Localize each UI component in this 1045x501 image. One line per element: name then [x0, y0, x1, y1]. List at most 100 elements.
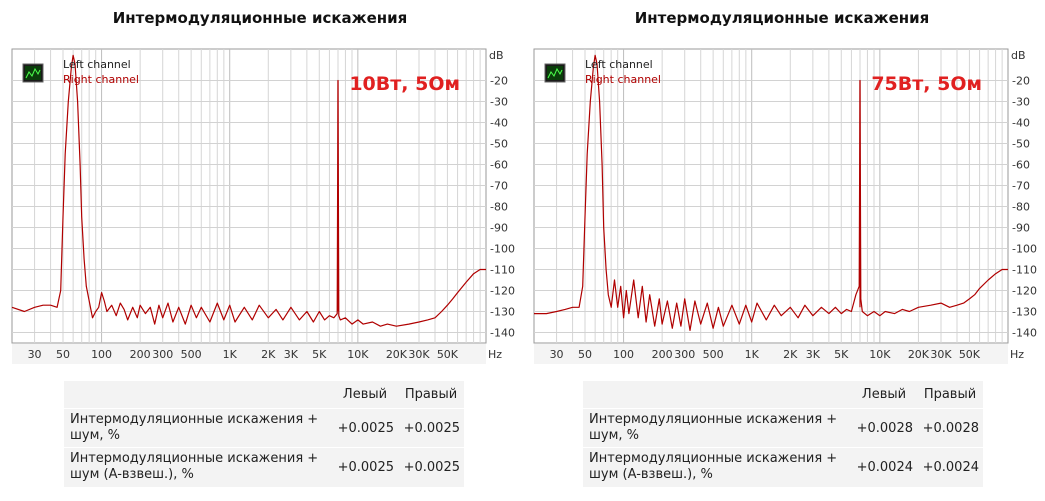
- grid: [534, 49, 1008, 343]
- x-tick-label: 300: [152, 348, 173, 361]
- left-value: +0.0024: [851, 447, 917, 487]
- right-value: +0.0025: [398, 447, 464, 487]
- x-tick-label: 1K: [223, 348, 238, 361]
- y-tick-label: -100: [490, 243, 515, 256]
- stats-table-10w: Левый Правый Интермодуляционные искажени…: [64, 381, 464, 487]
- left-value: +0.0028: [851, 408, 917, 448]
- x-tick-label: 2K: [261, 348, 276, 361]
- x-tick-label: 30: [550, 348, 564, 361]
- table-row: Интермодуляционные искажения + шум (A-вз…: [583, 447, 983, 487]
- power-load-annotation: 75Вт, 5Ом: [871, 73, 982, 95]
- analyzer-icon-trace: [25, 67, 41, 79]
- table-row: Интермодуляционные искажения + шум, % +0…: [583, 408, 983, 448]
- legend-right-channel: Right channel: [63, 73, 139, 86]
- plot-area: [11, 48, 487, 344]
- x-tick-label: 50: [56, 348, 70, 361]
- left-value: +0.0025: [332, 447, 398, 487]
- x-tick-label: 10K: [347, 348, 369, 361]
- row-label: Интермодуляционные искажения + шум, %: [64, 408, 332, 448]
- row-label: Интермодуляционные искажения + шум, %: [583, 408, 851, 448]
- col-right-header: Правый: [404, 387, 458, 402]
- y-tick-label: -70: [1012, 180, 1030, 193]
- chart-title: Интермодуляционные искажения: [634, 9, 930, 27]
- x-tick-label: 300: [674, 348, 695, 361]
- x-tick-label: 5K: [312, 348, 327, 361]
- x-tick-label: 100: [91, 348, 112, 361]
- legend-right-channel: Right channel: [585, 73, 661, 86]
- y-tick-label: -80: [490, 201, 508, 214]
- x-axis-band: [534, 344, 1008, 364]
- x-tick-label: 500: [703, 348, 724, 361]
- x-tick-label: 20K: [386, 348, 408, 361]
- x-tick-label: 30K: [930, 348, 952, 361]
- y-tick-label: -50: [490, 138, 508, 151]
- x-tick-label: 1K: [745, 348, 760, 361]
- y-tick-label: -60: [1012, 159, 1030, 172]
- chart-panel-10w: Интермодуляционные искажения -20 -30 -40 -5…: [0, 0, 520, 501]
- x-unit-label: Hz: [1010, 348, 1024, 361]
- row-label: Интермодуляционные искажения + шум (A-вз…: [583, 447, 851, 487]
- imd-chart-10w: -20 -30 -40 -50 -60 -70 -80 -90 -100 -110 -120 -130…: [11, 48, 515, 364]
- legend-left-channel: Left channel: [585, 58, 653, 71]
- y-tick-label: -50: [1012, 138, 1030, 151]
- y-unit-label: dB: [489, 49, 504, 62]
- x-tick-label: 30: [28, 348, 42, 361]
- x-tick-label: 30K: [408, 348, 430, 361]
- y-tick-label: -100: [1012, 243, 1037, 256]
- x-tick-label: 3K: [806, 348, 821, 361]
- x-tick-label: 200: [652, 348, 673, 361]
- x-tick-label: 50K: [959, 348, 981, 361]
- series-line-right-channel: [11, 54, 486, 327]
- col-right-header: Правый: [923, 387, 977, 402]
- x-tick-label: 100: [613, 348, 634, 361]
- x-tick-label: 3K: [284, 348, 299, 361]
- series-line-right-channel: [534, 54, 1008, 331]
- table-row: Интермодуляционные искажения + шум, % +0…: [64, 408, 464, 448]
- imd-chart-75w: -20 -30 -40 -50 -60 -70 -80 -90 -100 -110 -120 -130…: [533, 48, 1037, 364]
- y-tick-label: -70: [490, 180, 508, 193]
- x-axis-band: [12, 344, 486, 364]
- table-row: Интермодуляционные искажения + шум (A-вз…: [64, 447, 464, 487]
- analyzer-icon-trace: [547, 67, 563, 79]
- x-tick-label: 5K: [834, 348, 849, 361]
- left-value: +0.0025: [332, 408, 398, 448]
- x-unit-label: Hz: [488, 348, 502, 361]
- y-tick-label: -90: [1012, 222, 1030, 235]
- y-tick-label: -20: [1012, 75, 1030, 88]
- x-tick-label: 500: [181, 348, 202, 361]
- y-tick-label: -130: [490, 306, 515, 319]
- y-tick-label: -140: [490, 327, 515, 340]
- col-left-header: Левый: [342, 387, 388, 402]
- x-tick-label: 10K: [869, 348, 891, 361]
- analyzer-icon: [544, 63, 566, 83]
- y-tick-label: -130: [1012, 306, 1037, 319]
- y-tick-label: -30: [490, 96, 508, 109]
- chart-panel-75w: Интермодуляционные искажения -20 -30 -40 -5…: [522, 0, 1042, 501]
- y-tick-label: -110: [1012, 264, 1037, 277]
- y-tick-label: -140: [1012, 327, 1037, 340]
- right-value: +0.0025: [398, 408, 464, 448]
- right-value: +0.0028: [917, 408, 983, 448]
- col-left-header: Левый: [861, 387, 907, 402]
- y-tick-label: -80: [1012, 201, 1030, 214]
- x-tick-label: 50K: [437, 348, 459, 361]
- y-tick-label: -110: [490, 264, 515, 277]
- y-tick-label: -40: [1012, 117, 1030, 130]
- stats-table-75w: Левый Правый Интермодуляционные искажени…: [583, 381, 983, 487]
- x-tick-label: 2K: [783, 348, 798, 361]
- y-tick-label: -120: [490, 285, 515, 298]
- y-tick-label: -20: [490, 75, 508, 88]
- x-tick-label: 50: [578, 348, 592, 361]
- y-tick-label: -120: [1012, 285, 1037, 298]
- legend-left-channel: Left channel: [63, 58, 131, 71]
- y-tick-label: -90: [490, 222, 508, 235]
- x-tick-label: 20K: [908, 348, 930, 361]
- analyzer-icon: [22, 63, 44, 83]
- y-unit-label: dB: [1011, 49, 1026, 62]
- chart-title: Интермодуляционные искажения: [112, 9, 408, 27]
- right-value: +0.0024: [917, 447, 983, 487]
- y-tick-label: -40: [490, 117, 508, 130]
- y-tick-label: -60: [490, 159, 508, 172]
- row-label: Интермодуляционные искажения + шум (A-вз…: [64, 447, 332, 487]
- x-tick-label: 200: [130, 348, 151, 361]
